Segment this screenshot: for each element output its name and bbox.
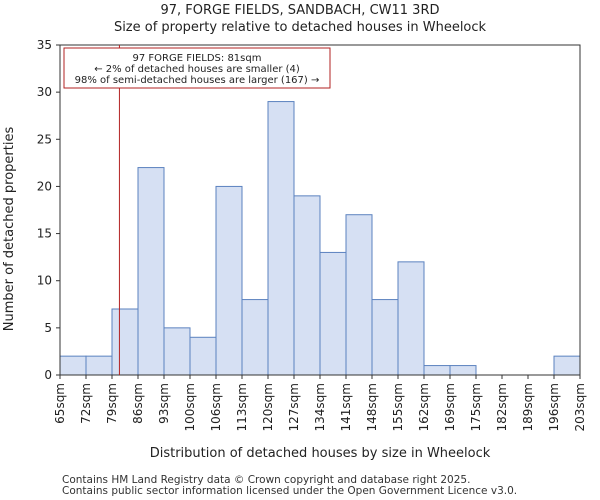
footer-line1: Contains HM Land Registry data © Crown c… xyxy=(62,474,470,486)
y-tick-label: 5 xyxy=(44,321,52,335)
x-tick-label: 72sqm xyxy=(79,383,93,424)
x-tick-label: 141sqm xyxy=(339,383,353,431)
bar-86sqm xyxy=(137,167,165,376)
x-tick-label: 155sqm xyxy=(391,383,405,431)
y-tick-label: 25 xyxy=(37,132,52,146)
x-tick-label: 189sqm xyxy=(521,383,535,431)
y-tick-label: 20 xyxy=(37,179,52,193)
chart-title-line1: 97, FORGE FIELDS, SANDBACH, CW11 3RD xyxy=(160,3,439,18)
bar-106sqm xyxy=(215,185,243,376)
x-tick-label: 134sqm xyxy=(313,383,327,431)
bar-100sqm xyxy=(189,336,217,376)
x-tick-label: 203sqm xyxy=(573,383,587,431)
chart-title-line2: Size of property relative to detached ho… xyxy=(114,20,487,35)
bar-155sqm xyxy=(397,261,425,376)
bar-134sqm xyxy=(319,251,347,376)
bar-127sqm xyxy=(293,195,321,376)
x-tick-label: 120sqm xyxy=(261,383,275,431)
x-tick-label: 86sqm xyxy=(131,383,145,424)
annotation-line1: 97 FORGE FIELDS: 81sqm xyxy=(133,53,262,64)
bar-162sqm xyxy=(423,365,451,376)
x-axis: 65sqm 72sqm 79sqm 86sqm 93sqm 100sqm 106sqm 113… xyxy=(53,375,587,431)
bar-169sqm xyxy=(449,365,477,376)
bar-196sqm xyxy=(553,355,581,376)
y-tick-label: 30 xyxy=(37,85,52,99)
bar-141sqm xyxy=(345,214,373,376)
y-tick-label: 35 xyxy=(37,38,52,52)
bar-65sqm xyxy=(59,355,87,376)
annotation-box xyxy=(63,47,331,89)
bar-93sqm xyxy=(163,327,191,376)
bar-79sqm xyxy=(111,308,139,376)
x-tick-label: 113sqm xyxy=(235,383,249,431)
x-tick-label: 93sqm xyxy=(157,383,171,424)
x-axis-label: Distribution of detached houses by size … xyxy=(150,446,491,461)
x-tick-label: 65sqm xyxy=(53,383,67,424)
bar-72sqm xyxy=(85,355,113,376)
bars-group xyxy=(59,101,581,376)
annotation-line3: 98% of semi-detached houses are larger (… xyxy=(75,75,320,86)
y-axis: 0 5 10 15 20 25 30 35 xyxy=(37,38,60,382)
y-tick-label: 15 xyxy=(37,227,52,241)
x-tick-label: 106sqm xyxy=(209,383,223,431)
plot-frame xyxy=(59,44,581,376)
y-axis-label: Number of detached properties xyxy=(2,127,17,332)
x-tick-label: 79sqm xyxy=(105,383,119,424)
x-tick-label: 196sqm xyxy=(547,383,561,431)
x-tick-label: 182sqm xyxy=(495,383,509,431)
marker-annotation: 97 FORGE FIELDS: 81sqm ← 2% of detached … xyxy=(63,47,331,89)
x-tick-label: 162sqm xyxy=(417,383,431,431)
annotation-line2: ← 2% of detached houses are smaller (4) xyxy=(94,64,300,75)
bar-120sqm xyxy=(267,101,295,376)
bar-113sqm xyxy=(241,299,269,376)
bar-148sqm xyxy=(371,299,399,376)
x-tick-label: 100sqm xyxy=(183,383,197,431)
footer-line2: Contains public sector information licen… xyxy=(62,485,517,497)
x-tick-label: 127sqm xyxy=(287,383,301,431)
y-tick-label: 0 xyxy=(44,368,52,382)
x-tick-label: 169sqm xyxy=(443,383,457,431)
x-tick-label: 175sqm xyxy=(469,383,483,431)
x-tick-label: 148sqm xyxy=(365,383,379,431)
y-tick-label: 10 xyxy=(37,274,52,288)
